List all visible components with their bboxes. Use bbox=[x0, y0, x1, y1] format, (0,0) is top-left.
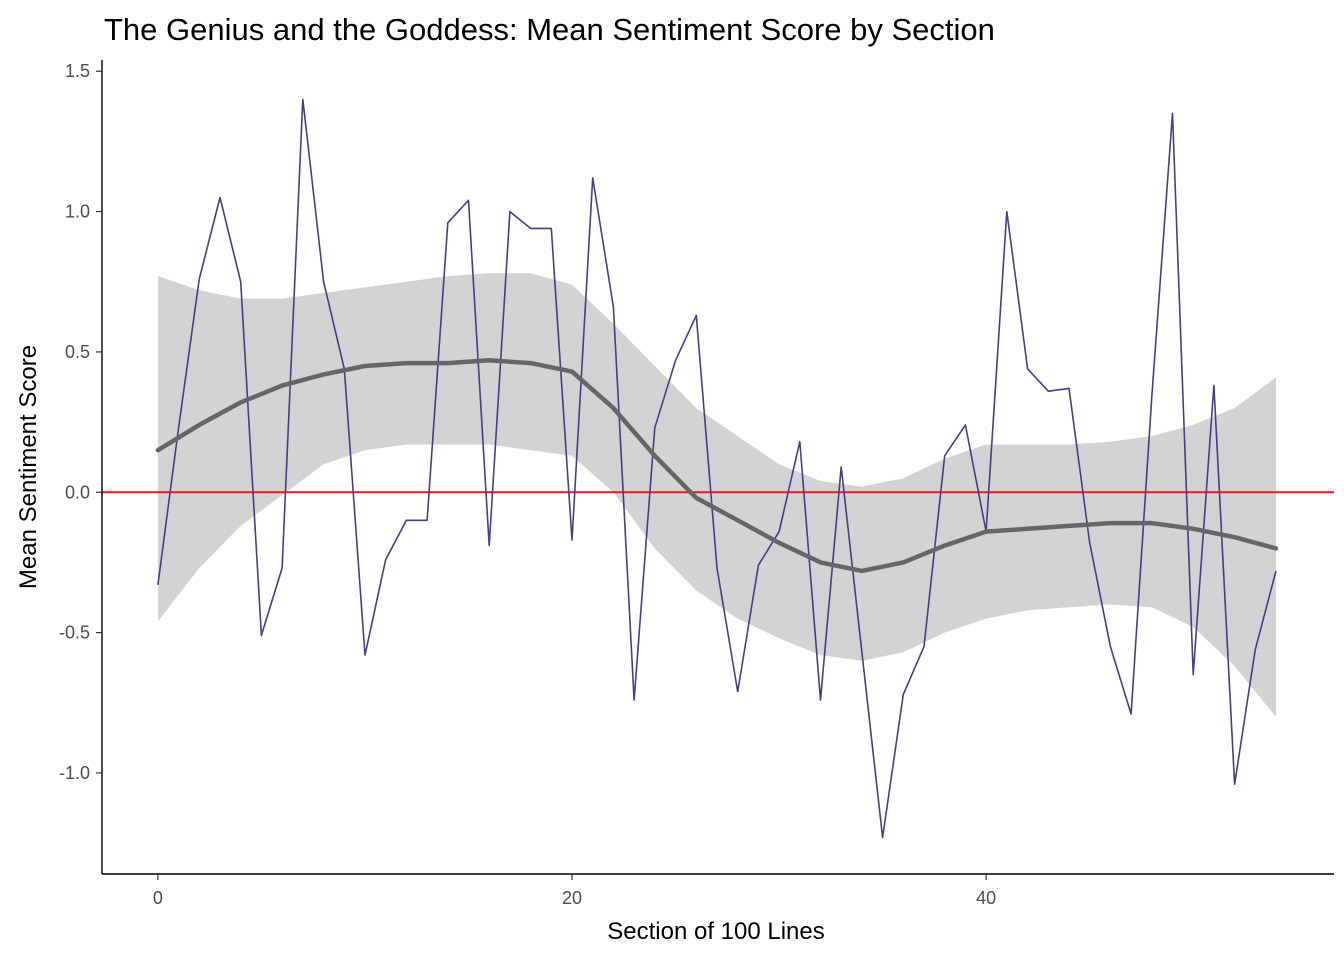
confidence-ribbon bbox=[157, 273, 1276, 717]
chart-title: The Genius and the Goddess: Mean Sentime… bbox=[104, 12, 995, 47]
plot-area bbox=[102, 98, 1334, 839]
x-axis-ticks: 0 20 40 bbox=[153, 874, 996, 908]
x-axis-title: Section of 100 Lines bbox=[607, 918, 825, 945]
x-tick-label: 20 bbox=[562, 888, 582, 908]
y-tick-label: 1.5 bbox=[65, 61, 90, 81]
y-axis-title: Mean Sentiment Score bbox=[15, 345, 42, 589]
x-tick-label: 40 bbox=[976, 888, 996, 908]
y-tick-label: 0.0 bbox=[65, 482, 90, 502]
y-tick-label: -0.5 bbox=[59, 623, 90, 643]
y-axis-ticks: -1.0 -0.5 0.0 0.5 1.0 1.5 bbox=[59, 61, 102, 783]
x-tick-label: 0 bbox=[153, 888, 163, 908]
y-tick-label: 1.0 bbox=[65, 202, 90, 222]
smoothed-trend-line bbox=[155, 358, 1279, 574]
y-tick-label: -1.0 bbox=[59, 763, 90, 783]
y-tick-label: 0.5 bbox=[65, 342, 90, 362]
